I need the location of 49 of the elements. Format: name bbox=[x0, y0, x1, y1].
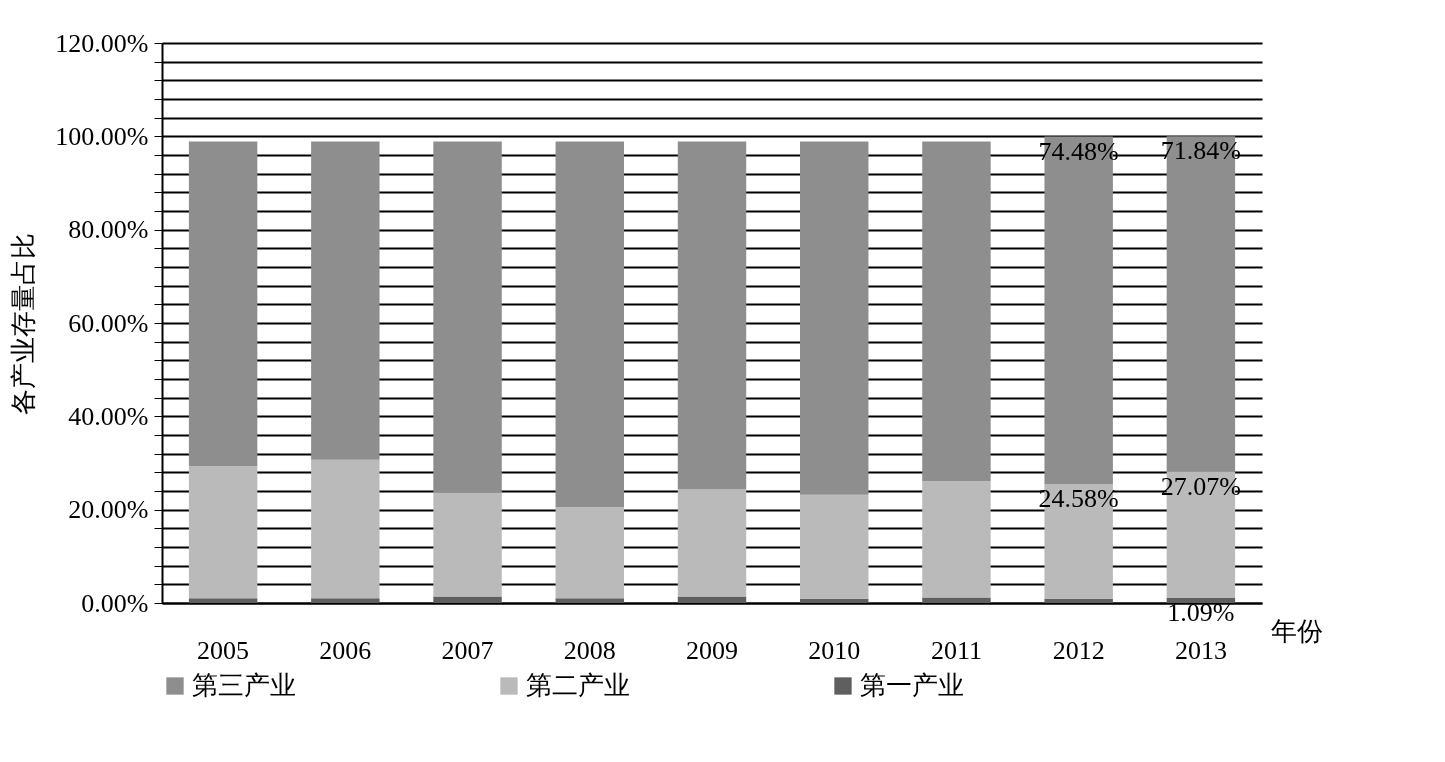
x-tick-label: 2013 bbox=[1174, 635, 1227, 665]
x-axis-title: 年份 bbox=[1270, 616, 1323, 646]
bar bbox=[311, 598, 380, 603]
y-tick-label: 20.00% bbox=[68, 495, 149, 525]
bar bbox=[800, 141, 869, 495]
x-tick-label: 2007 bbox=[441, 635, 494, 665]
bar bbox=[922, 141, 991, 482]
bar bbox=[922, 481, 991, 598]
bar bbox=[555, 507, 624, 599]
x-tick-label: 2012 bbox=[1052, 635, 1105, 665]
bar bbox=[188, 466, 258, 599]
x-tick-label: 2009 bbox=[686, 635, 738, 665]
bar bbox=[922, 597, 991, 603]
y-tick-label: 60.00% bbox=[68, 308, 149, 338]
data-label: 24.58% bbox=[1038, 484, 1119, 514]
bar bbox=[188, 598, 258, 603]
legend-label: 第二产业 bbox=[526, 671, 630, 700]
bar bbox=[555, 141, 624, 508]
x-tick-label: 2008 bbox=[563, 635, 616, 665]
data-label: 1.09% bbox=[1167, 597, 1235, 627]
x-tick-label: 2006 bbox=[319, 635, 372, 665]
bar bbox=[311, 459, 380, 599]
y-axis-title: 各产业存量占比 bbox=[9, 232, 39, 415]
x-tick-label: 2005 bbox=[197, 635, 250, 665]
y-tick-label: 40.00% bbox=[68, 401, 149, 431]
y-tick-label: 0.00% bbox=[81, 588, 149, 618]
bar bbox=[433, 596, 502, 603]
bar bbox=[677, 141, 747, 490]
bar bbox=[1166, 597, 1236, 603]
bar bbox=[433, 492, 502, 597]
data-label: 74.48% bbox=[1038, 136, 1119, 166]
bar bbox=[1044, 598, 1113, 603]
bar bbox=[433, 141, 502, 493]
legend-label: 第三产业 bbox=[192, 671, 296, 700]
x-tick-label: 2011 bbox=[930, 635, 982, 665]
bar bbox=[677, 596, 747, 603]
bar bbox=[311, 141, 380, 460]
y-tick-label: 100.00% bbox=[55, 121, 149, 151]
y-tick-label: 120.00% bbox=[55, 28, 149, 58]
bar bbox=[800, 598, 869, 603]
y-tick-label: 80.00% bbox=[68, 215, 149, 245]
bar bbox=[800, 494, 869, 599]
bar bbox=[677, 489, 747, 597]
bar bbox=[188, 141, 258, 467]
data-label: 71.84% bbox=[1160, 136, 1241, 166]
data-label: 27.07% bbox=[1160, 471, 1241, 501]
legend-label: 第一产业 bbox=[860, 671, 964, 700]
bar bbox=[555, 598, 624, 603]
x-tick-label: 2010 bbox=[808, 635, 861, 665]
